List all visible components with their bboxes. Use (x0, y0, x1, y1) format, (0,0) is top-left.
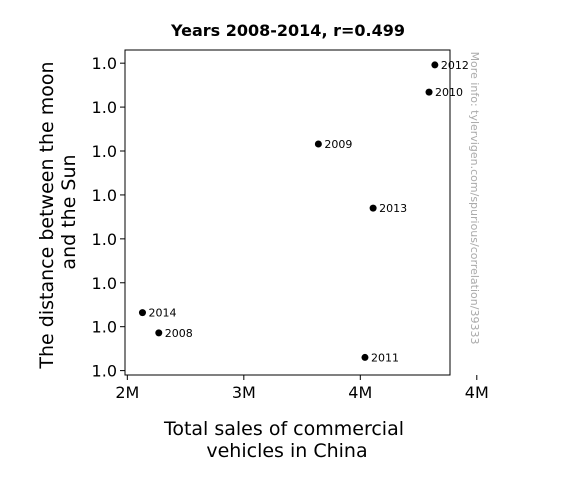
x-tick-label-2: 4M (348, 383, 372, 402)
data-point-2013 (369, 204, 377, 212)
data-point-label-2011: 2011 (371, 351, 399, 364)
data-point-label-2008: 2008 (165, 327, 193, 340)
y-axis-label: The distance between the moon and the Su… (36, 55, 80, 369)
x-tick-label-1: 3M (232, 383, 256, 402)
y-tick-label-3: 1.0 (92, 230, 117, 249)
data-point-2010 (425, 88, 433, 96)
chart-title: Years 2008-2014, r=0.499 (170, 21, 405, 40)
data-point-label-2013: 2013 (379, 202, 407, 215)
data-point-label-2009: 2009 (324, 138, 352, 151)
data-point-2009 (314, 140, 322, 148)
data-point-label-2014: 2014 (148, 307, 176, 320)
y-tick-label-4: 1.0 (92, 186, 117, 205)
y-tick-label-2: 1.0 (92, 274, 117, 293)
points-layer: 2008 2009 2010 2011 2012 2013 2014 (138, 59, 469, 364)
tick-layer: 2M 3M 4M 4M 1.0 1.0 1.0 1.0 1.0 1.0 1.0 1.0 (92, 54, 489, 402)
x-axis-label: Total sales of commercial vehicles in Ch… (163, 418, 410, 462)
data-point-label-2010: 2010 (435, 86, 463, 99)
plot-frame (124, 49, 451, 376)
data-point-2012 (431, 61, 439, 69)
watermark: More info: tylervigen.com/spurious/corre… (468, 52, 481, 345)
y-tick-label-1: 1.0 (92, 318, 117, 337)
y-tick-label-6: 1.0 (92, 98, 117, 117)
y-tick-label-7: 1.0 (92, 54, 117, 73)
data-point-2011 (361, 353, 369, 361)
x-tick-label-0: 2M (115, 383, 139, 402)
data-point-2014 (138, 309, 146, 317)
y-axis-label-line-1: The distance between the moon (36, 61, 58, 369)
x-axis-label-line-1: Total sales of commercial (163, 418, 404, 440)
y-tick-label-0: 1.0 (92, 362, 117, 381)
y-tick-label-5: 1.0 (92, 142, 117, 161)
data-point-2008 (155, 329, 163, 337)
x-axis-label-line-2: vehicles in China (206, 440, 367, 462)
x-tick-label-3: 4M (465, 383, 489, 402)
data-point-label-2012: 2012 (441, 59, 469, 72)
y-axis-label-line-2: and the Sun (58, 154, 80, 269)
